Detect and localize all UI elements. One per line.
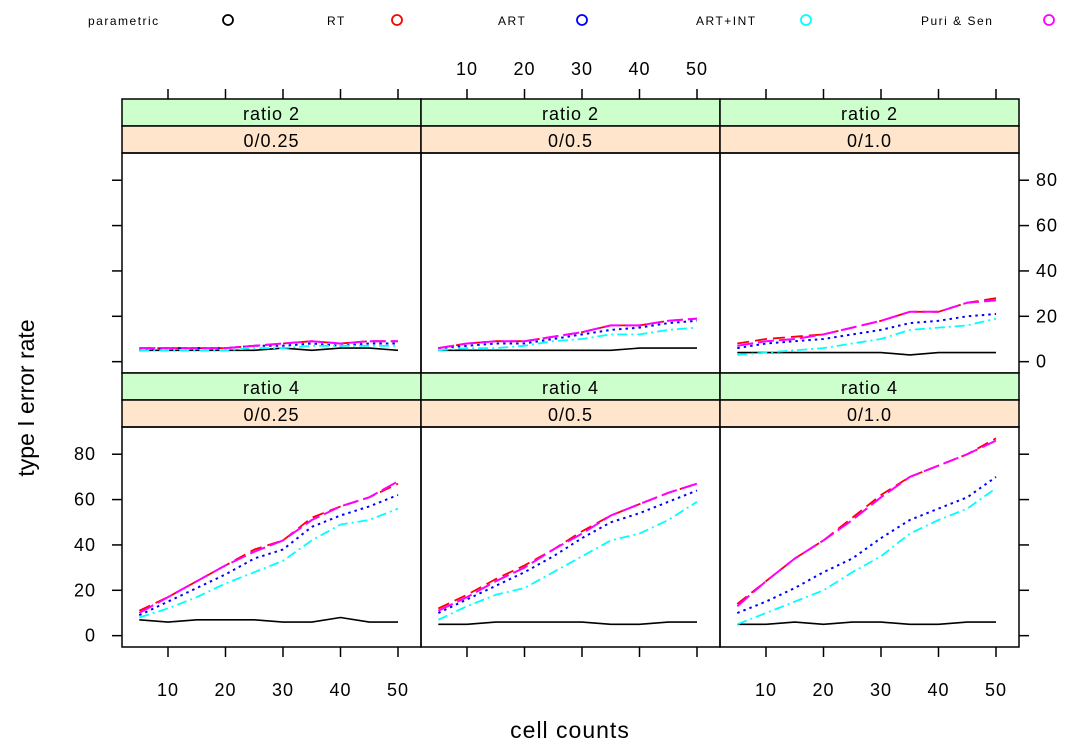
panel-ratio-4-0-1-0: ratio 4 0/1.0 <box>719 372 1020 648</box>
y-tick-label-right: 20 <box>1036 306 1058 326</box>
x-tick-label-bottom: 30 <box>272 680 294 700</box>
series-line-puri-sen <box>139 340 398 350</box>
legend-marker-puri-sen <box>1043 14 1055 26</box>
x-tick-label-bottom: 10 <box>157 680 179 700</box>
y-tick-label-right: 40 <box>1036 261 1058 281</box>
y-tick-label-left: 80 <box>74 444 96 464</box>
y-tick-label-right: 0 <box>1036 352 1047 372</box>
panel-ratio-2-0-1-0: ratio 2 0/1.0 <box>719 98 1020 374</box>
series-line-rt <box>437 482 698 610</box>
strip-ratio-label: ratio 4 <box>542 378 599 398</box>
strip-range-label: 0/0.25 <box>243 405 299 425</box>
y-tick-label-left: 60 <box>74 490 96 510</box>
strip-range-label: 0/1.0 <box>847 405 892 425</box>
strip-ratio-label: ratio 2 <box>841 104 898 124</box>
y-tick-label-left: 40 <box>74 535 96 555</box>
y-tick-label-left: 20 <box>74 580 96 600</box>
strip-range-label: 0/1.0 <box>847 131 892 151</box>
strip-range <box>719 399 1020 428</box>
legend-label-puri-sen: Puri & Sen <box>921 14 993 28</box>
x-tick-label-top: 20 <box>513 59 535 79</box>
strip-ratio-label: ratio 2 <box>542 104 599 124</box>
series-line-parametric <box>438 621 697 626</box>
strip-range-label: 0/0.5 <box>548 131 593 151</box>
panel-ratio-2-0-0-5: ratio 2 0/0.5 <box>420 98 721 374</box>
series-line-art <box>438 319 698 350</box>
series-line-puri-sen <box>437 482 698 612</box>
strip-range-label: 0/0.25 <box>243 131 299 151</box>
series-line-parametric <box>737 351 996 356</box>
series-line-puri-sen <box>138 480 399 614</box>
legend-marker-parametric <box>222 14 234 26</box>
strip-range <box>121 125 422 154</box>
legend-label-art: ART <box>498 14 526 28</box>
legend-label-art-int: ART+INT <box>696 14 757 28</box>
series-line-art <box>437 489 698 614</box>
strip-range <box>420 125 721 154</box>
series-line-art-int <box>438 326 698 352</box>
x-tick-label-bottom: 50 <box>985 680 1007 700</box>
strip-ratio <box>121 98 422 127</box>
x-tick-label-bottom: 40 <box>329 680 351 700</box>
strip-ratio-label: ratio 2 <box>243 104 300 124</box>
x-tick-label-bottom: 20 <box>812 680 834 700</box>
series-line-puri-sen <box>736 439 997 607</box>
plot-frame <box>121 152 422 374</box>
x-tick-label-top: 10 <box>456 59 478 79</box>
plot-frame <box>420 152 721 374</box>
series-line-art <box>139 342 398 352</box>
x-axis-label: cell counts <box>510 717 630 743</box>
y-tick-label-right: 80 <box>1036 170 1058 190</box>
y-tick-label-right: 60 <box>1036 216 1058 236</box>
legend-marker-art-int <box>800 14 812 26</box>
series-line-parametric <box>139 616 398 623</box>
series-line-art-int <box>139 344 398 352</box>
series-line-art <box>737 313 997 350</box>
panel-ratio-4-0-0-5: ratio 4 0/0.5 <box>420 372 721 648</box>
series-line-rt <box>736 437 997 605</box>
plot-frame <box>121 426 422 648</box>
x-tick-label-bottom: 20 <box>214 680 236 700</box>
series-line-puri-sen <box>438 317 698 350</box>
series-line-art-int <box>737 317 997 356</box>
strip-ratio-label: ratio 4 <box>841 378 898 398</box>
x-tick-label-bottom: 40 <box>927 680 949 700</box>
y-tick-label-left: 0 <box>85 626 96 646</box>
panel-ratio-2-0-0-25: ratio 2 0/0.25 <box>121 98 422 374</box>
x-tick-label-top: 30 <box>571 59 593 79</box>
x-tick-label-top: 40 <box>628 59 650 79</box>
series-line-puri-sen <box>737 299 997 347</box>
legend: parametric RT ART ART+INT Puri & Sen <box>88 14 1055 28</box>
strip-ratio <box>719 372 1020 401</box>
strip-ratio <box>420 98 721 127</box>
legend-label-parametric: parametric <box>88 14 160 28</box>
x-tick-label-bottom: 50 <box>387 680 409 700</box>
x-tick-label-top: 50 <box>686 59 708 79</box>
panel-ratio-4-0-0-25: ratio 4 0/0.25 <box>121 372 422 648</box>
plot-frame <box>420 426 721 648</box>
series-line-parametric <box>438 347 697 352</box>
axes: 10 10 10 20 20 20 30 30 30 40 40 40 50 50 50 0 0 20 20 40 40… <box>74 59 1058 700</box>
series-line-art <box>736 476 997 614</box>
legend-label-rt: RT <box>327 14 346 28</box>
y-axis-label: type I error rate <box>13 319 39 476</box>
strip-ratio <box>420 372 721 401</box>
series-line-parametric <box>737 621 996 626</box>
x-tick-label-bottom: 10 <box>755 680 777 700</box>
legend-marker-art <box>576 14 588 26</box>
strip-range-label: 0/0.5 <box>548 405 593 425</box>
series-line-art-int <box>736 487 997 626</box>
plot-frame <box>719 426 1020 648</box>
strip-ratio-label: ratio 4 <box>243 378 300 398</box>
legend-marker-rt <box>391 14 403 26</box>
series-line-art-int <box>139 507 399 619</box>
series-line-art <box>138 494 399 617</box>
series-line-art-int <box>437 501 698 621</box>
x-tick-label-bottom: 30 <box>870 680 892 700</box>
